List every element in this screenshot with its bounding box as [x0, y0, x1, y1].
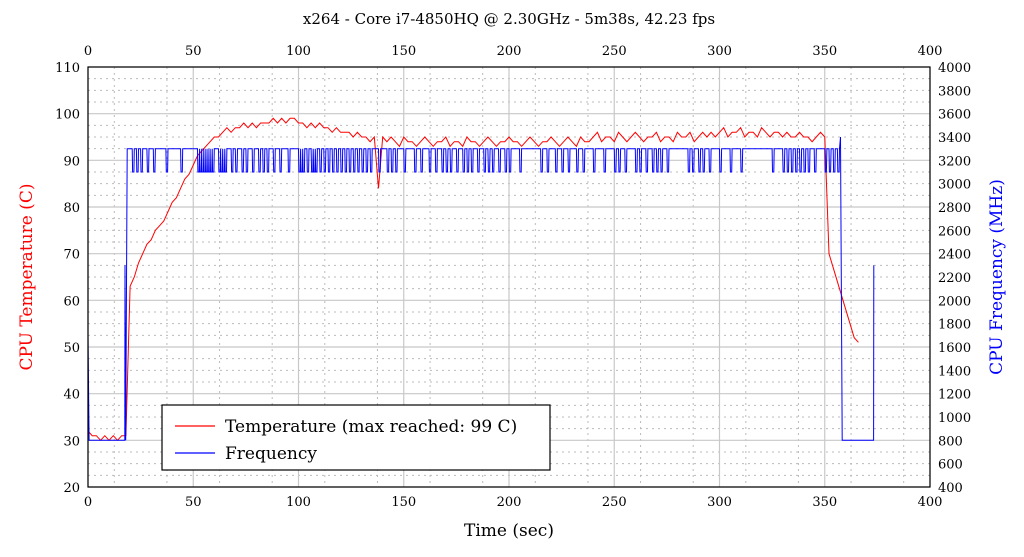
y-right-tick-label: 1000 [938, 411, 971, 426]
plot-frame [87, 66, 931, 488]
y-left-tick-label: 90 [63, 154, 80, 169]
x-tick-label-top: 50 [185, 44, 202, 59]
x-tick-label-bottom: 200 [497, 495, 522, 510]
y-right-tick-label: 3800 [938, 84, 971, 99]
legend-frequency-label: Frequency [225, 444, 317, 464]
x-tick-label-top: 100 [286, 44, 311, 59]
y-left-tick-label: 100 [55, 108, 80, 123]
y-right-tick-label: 2600 [938, 224, 971, 239]
x-tick-label-bottom: 250 [602, 495, 627, 510]
x-tick-label-top: 200 [497, 44, 522, 59]
chart-title: x264 - Core i7-4850HQ @ 2.30GHz - 5m38s,… [303, 10, 715, 28]
legend-temperature-label: Temperature (max reached: 99 C) [225, 417, 517, 437]
y-right-tick-label: 4000 [938, 61, 971, 76]
y-left-tick-label: 50 [63, 341, 80, 356]
x-tick-label-top: 350 [812, 44, 837, 59]
x-tick-label-bottom: 0 [84, 495, 92, 510]
y-left-tick-label: 70 [63, 248, 80, 263]
y-right-tick-label: 2400 [938, 248, 971, 263]
x-tick-label-top: 400 [918, 44, 943, 59]
y-right-tick-label: 2000 [938, 294, 971, 309]
y-right-tick-label: 1800 [938, 318, 971, 333]
y-right-tick-label: 3200 [938, 154, 971, 169]
x-tick-label-top: 300 [707, 44, 732, 59]
series-lines [87, 117, 875, 442]
y-right-tick-label: 400 [938, 481, 963, 496]
y-right-tick-label: 2800 [938, 201, 971, 216]
y-left-tick-label: 80 [63, 201, 80, 216]
y-right-tick-label: 3600 [938, 108, 971, 123]
x-tick-label-bottom: 300 [707, 495, 732, 510]
x-tick-label-bottom: 100 [286, 495, 311, 510]
y-axis-left-label: CPU Temperature (C) [17, 184, 37, 371]
y-right-tick-label: 3400 [938, 131, 971, 146]
y-left-tick-label: 20 [63, 481, 80, 496]
x-tick-label-bottom: 350 [812, 495, 837, 510]
x-tick-label-top: 150 [391, 44, 416, 59]
x-tick-label-top: 0 [84, 44, 92, 59]
x-tick-label-bottom: 400 [918, 495, 943, 510]
y-right-tick-label: 1200 [938, 388, 971, 403]
y-right-tick-label: 1400 [938, 364, 971, 379]
y-right-tick-label: 800 [938, 434, 963, 449]
temperature-line [87, 117, 859, 442]
x-tick-label-bottom: 150 [391, 495, 416, 510]
x-axis-label: Time (sec) [464, 521, 554, 541]
y-axis-right-label: CPU Frequency (MHz) [987, 179, 1007, 375]
legend-box [161, 404, 551, 471]
y-left-tick-label: 30 [63, 434, 80, 449]
y-left-tick-label: 110 [55, 61, 80, 76]
y-left-tick-label: 60 [63, 294, 80, 309]
y-right-tick-label: 600 [938, 458, 963, 473]
y-right-tick-label: 1600 [938, 341, 971, 356]
x-tick-label-bottom: 50 [185, 495, 202, 510]
frequency-line [87, 136, 875, 441]
legend: Temperature (max reached: 99 C) Frequenc… [161, 404, 551, 471]
y-left-tick-label: 40 [63, 388, 80, 403]
y-right-tick-label: 2200 [938, 271, 971, 286]
tick-labels: 0 0 50 50 100 100 150 150 200 200 250 250 300 300 350 3… [55, 44, 971, 510]
y-right-tick-label: 3000 [938, 178, 971, 193]
x-tick-label-top: 250 [602, 44, 627, 59]
